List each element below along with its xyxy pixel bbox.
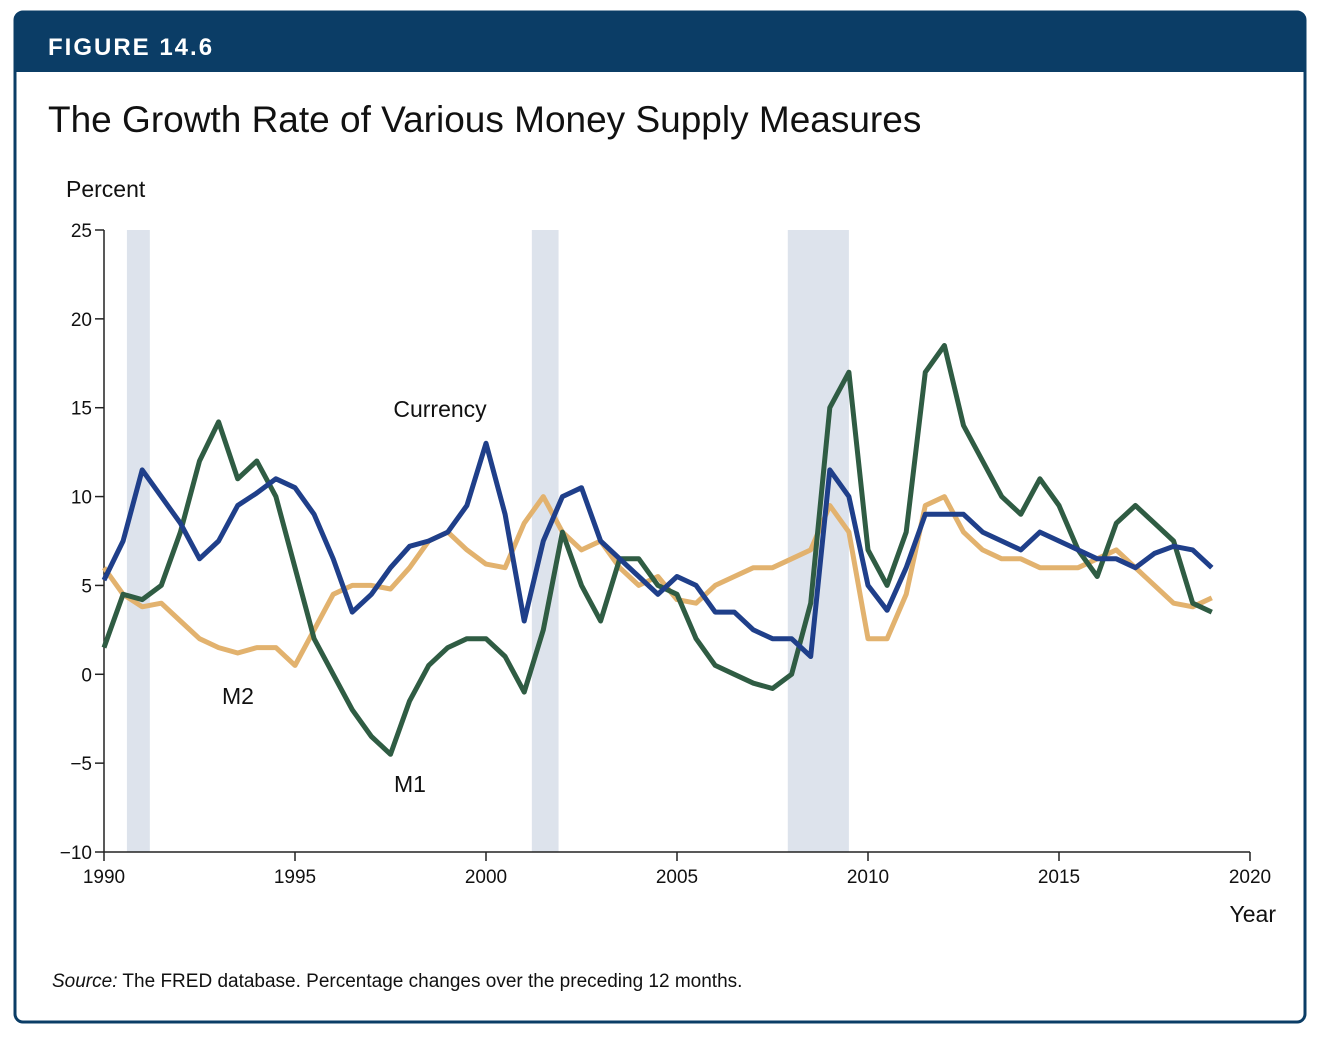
y-tick-label: 0	[81, 665, 92, 686]
x-axis-label: Year	[1230, 901, 1277, 927]
series-label: M1	[394, 771, 426, 797]
y-tick-label: 5	[81, 576, 92, 597]
source-label: Source:	[52, 971, 117, 992]
source-text: The FRED database. Percentage changes ov…	[122, 971, 742, 992]
series-label: Currency	[393, 396, 487, 422]
x-tick-label: 1995	[274, 867, 316, 888]
series-line	[101, 494, 1213, 668]
x-tick-label: 2015	[1038, 867, 1080, 888]
y-tick-label: −10	[60, 843, 92, 864]
source: Source: The FRED database. Percentage ch…	[52, 971, 742, 992]
x-tick-label: 2005	[656, 867, 698, 888]
y-tick-label: 10	[71, 488, 92, 509]
header-bar	[15, 12, 1305, 72]
series-line	[101, 343, 1213, 757]
figure-label: FIGURE 14.6	[48, 34, 214, 61]
plot: −10 −5 0 5 10 15 20 25 1990 1995 2000 2005 2010 2015 2…	[60, 221, 1271, 888]
recession-band	[126, 230, 150, 852]
x-tick-label: 2000	[465, 867, 507, 888]
y-tick-label: 15	[71, 399, 92, 420]
x-tick-label: 2010	[847, 867, 889, 888]
y-axis-label: Percent	[66, 176, 146, 202]
series-label: M2	[222, 683, 254, 709]
y-tick-label: −5	[70, 754, 92, 775]
x-tick-label: 1990	[83, 867, 125, 888]
series-line	[101, 440, 1214, 659]
x-tick-label: 2020	[1229, 867, 1271, 888]
chart-title: The Growth Rate of Various Money Supply …	[48, 99, 921, 140]
y-tick-label: 20	[71, 310, 92, 331]
y-tick-label: 25	[71, 221, 92, 242]
